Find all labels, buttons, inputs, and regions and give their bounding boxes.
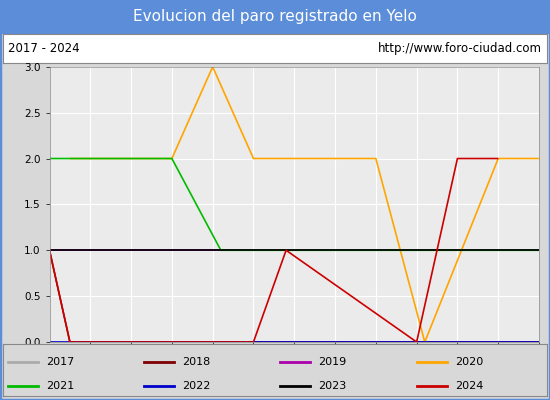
Text: 2020: 2020 [455,357,483,367]
Text: 2017 - 2024: 2017 - 2024 [8,42,80,55]
Text: 2024: 2024 [455,381,483,390]
Text: 2023: 2023 [318,381,347,390]
Text: 2019: 2019 [318,357,347,367]
Text: 2021: 2021 [46,381,75,390]
Text: http://www.foro-ciudad.com: http://www.foro-ciudad.com [378,42,542,55]
Text: 2022: 2022 [183,381,211,390]
Text: 2017: 2017 [46,357,75,367]
Text: Evolucion del paro registrado en Yelo: Evolucion del paro registrado en Yelo [133,10,417,24]
Text: 2018: 2018 [183,357,211,367]
